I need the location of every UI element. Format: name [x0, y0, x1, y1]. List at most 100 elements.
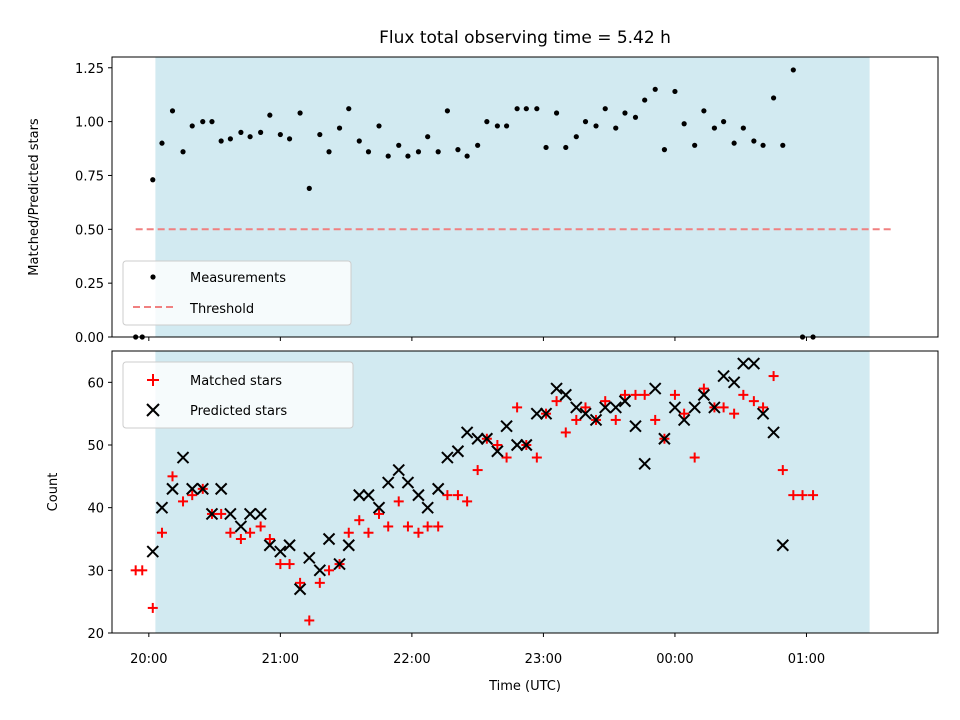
predicted-stars-point: [372, 501, 386, 514]
predicted-stars-point: [638, 457, 651, 471]
predicted-stars-point: [668, 401, 682, 414]
measurement-point: [523, 106, 529, 112]
predicted-stars-point: [353, 488, 366, 502]
x-tick-label: 22:00: [393, 652, 430, 667]
matched-stars-point: [433, 521, 444, 532]
predicted-stars-point: [441, 451, 454, 464]
measurement-point: [652, 86, 658, 92]
matched-stars-point: [442, 490, 453, 501]
matched-stars-point: [343, 527, 354, 538]
matched-stars-point: [452, 490, 463, 501]
matched-stars-point: [551, 396, 562, 407]
matched-stars-point: [363, 527, 374, 538]
matched-stars-point: [264, 534, 275, 544]
matched-stars-point: [402, 521, 413, 532]
matched-stars-point: [777, 465, 788, 476]
matched-stars-legend-marker: [147, 374, 159, 386]
matched-stars-point: [788, 490, 799, 501]
measurement-point: [200, 119, 206, 125]
matched-stars-point: [610, 414, 621, 425]
predicted-stars-point: [460, 426, 474, 439]
measurement-point: [346, 106, 352, 112]
top-panel: 0.00 0.25 0.50 0.75 1.00 1.25 Matched/Predict…: [27, 56, 939, 346]
top-y-tick-label: 0.50: [75, 223, 104, 238]
matched-stars-point: [738, 389, 749, 400]
bottom-y-ticks: 20 30 40 50 60: [87, 376, 112, 642]
matched-stars-point: [619, 389, 630, 400]
measurement-point: [553, 110, 560, 116]
matched-stars-point: [225, 527, 236, 538]
matched-stars-point: [808, 490, 819, 501]
top-y-tick-label: 1.25: [75, 62, 104, 77]
bottom-legend-box: [122, 361, 354, 429]
bottom-x-ticks: 20:00 21:00 22:00 23:00 00:00 01:00: [130, 633, 825, 667]
predicted-stars-point: [155, 501, 169, 514]
predicted-stars-point: [196, 482, 209, 496]
measurement-point: [503, 123, 510, 129]
x-tick-label: 23:00: [525, 652, 562, 667]
predicted-stars-point: [214, 482, 228, 496]
predicted-stars-legend-label: Predicted stars: [190, 404, 287, 419]
measurement-point: [602, 106, 608, 112]
predicted-stars-point: [333, 557, 346, 571]
measurement-point: [444, 108, 450, 114]
measurement-point: [760, 142, 766, 148]
predicted-stars-point: [717, 369, 730, 383]
bottom-y-tick-label: 40: [87, 502, 104, 517]
predicted-stars-point: [421, 501, 434, 514]
matched-stars-point: [216, 508, 227, 519]
measurement-point: [267, 112, 273, 118]
predicted-stars-point: [559, 388, 572, 402]
predicted-stars-point: [342, 539, 355, 552]
matched-stars-legend-label: Matched stars: [190, 374, 282, 389]
measurement-point: [258, 129, 264, 135]
predicted-stars-point: [471, 432, 484, 445]
matched-stars-point: [295, 577, 306, 588]
bottom-legend: Matched stars Predicted stars: [122, 361, 354, 429]
predicted-stars-point: [697, 388, 711, 402]
measurement-point: [169, 108, 176, 114]
matched-stars-point: [255, 521, 266, 532]
matched-stars-point: [669, 389, 680, 400]
matched-stars-point: [639, 389, 650, 400]
matched-stars-point: [178, 496, 189, 507]
matched-stars-point: [354, 515, 365, 526]
matched-stars-point: [472, 465, 483, 476]
measurement-point: [159, 140, 165, 146]
measurement-point: [622, 110, 628, 116]
predicted-stars-point: [708, 401, 721, 414]
measurement-point: [277, 131, 283, 138]
matched-stars-point: [560, 427, 571, 438]
matched-stars-point: [580, 402, 591, 413]
matched-stars-point: [462, 496, 473, 507]
measurement-point: [189, 123, 195, 129]
predicted-stars-point: [618, 394, 632, 408]
matched-stars-point: [374, 508, 385, 519]
measurement-point: [396, 142, 402, 148]
measurement-point: [711, 125, 718, 131]
matched-stars-point: [758, 402, 769, 413]
measurement-point: [573, 134, 579, 140]
measurement-point: [681, 121, 687, 127]
measurement-point: [475, 142, 481, 148]
measurement-point: [238, 129, 244, 135]
measurement-point: [356, 138, 362, 144]
measurement-point: [306, 185, 312, 191]
matched-stars-point: [630, 389, 641, 400]
measurement-point: [751, 138, 757, 144]
measurement-point: [563, 144, 569, 151]
predicted-stars-point: [649, 382, 662, 395]
matched-stars-point: [492, 440, 503, 450]
bottom-y-axis-label: Count: [46, 473, 61, 512]
predicted-stars-point: [677, 413, 691, 427]
measurement-point: [701, 108, 707, 114]
predicted-stars-point: [263, 539, 277, 552]
measurement-point: [582, 119, 589, 125]
top-y-tick-label: 0.75: [75, 169, 104, 184]
top-y-tick-label: 0.00: [75, 331, 104, 346]
measurement-point: [180, 149, 186, 155]
matched-stars-point: [245, 527, 256, 538]
measurements-points: [133, 67, 816, 340]
predicted-stars-point: [550, 382, 563, 395]
